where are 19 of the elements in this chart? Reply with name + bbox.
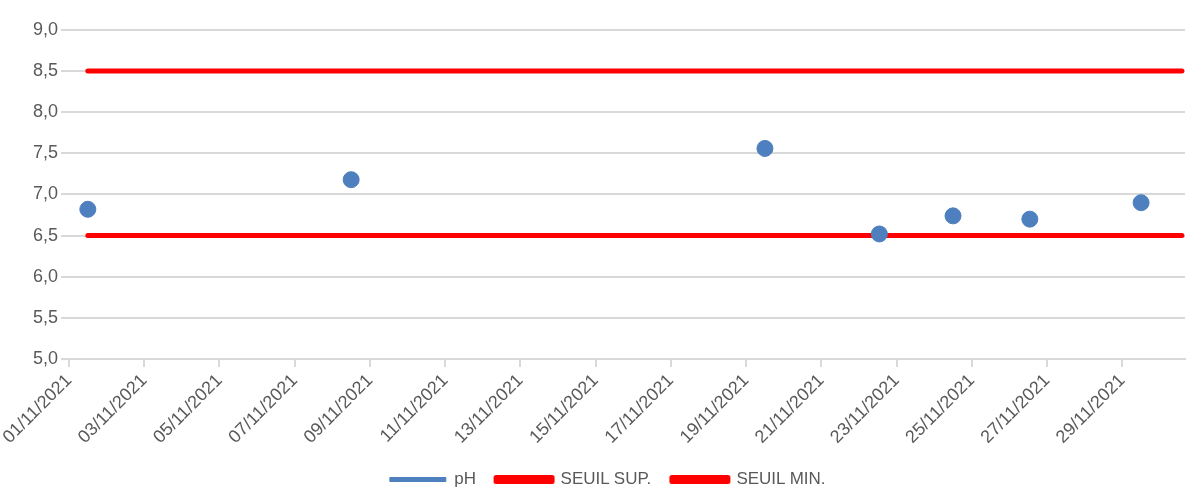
y-tick-label: 7,0 bbox=[32, 183, 59, 204]
legend-label: SEUIL MIN. bbox=[736, 469, 826, 489]
y-tick-label: 6,5 bbox=[32, 224, 59, 245]
y-tick-label: 8,5 bbox=[32, 60, 59, 81]
point bbox=[342, 171, 360, 189]
y-tick-label: 9,0 bbox=[32, 18, 59, 39]
legend-label: pH bbox=[454, 469, 477, 489]
legend-label: SEUIL SUP. bbox=[560, 469, 652, 489]
y-tick-label: 5,5 bbox=[32, 306, 59, 327]
point bbox=[870, 225, 888, 243]
point bbox=[1021, 210, 1039, 228]
y-tick-label: 5,0 bbox=[32, 347, 59, 368]
point bbox=[1132, 194, 1150, 212]
point bbox=[756, 139, 774, 157]
y-tick-label: 7,5 bbox=[32, 142, 59, 163]
point bbox=[79, 200, 97, 218]
y-tick-label: 8,0 bbox=[32, 101, 59, 122]
point bbox=[944, 207, 962, 225]
y-tick-label: 6,0 bbox=[32, 265, 59, 286]
